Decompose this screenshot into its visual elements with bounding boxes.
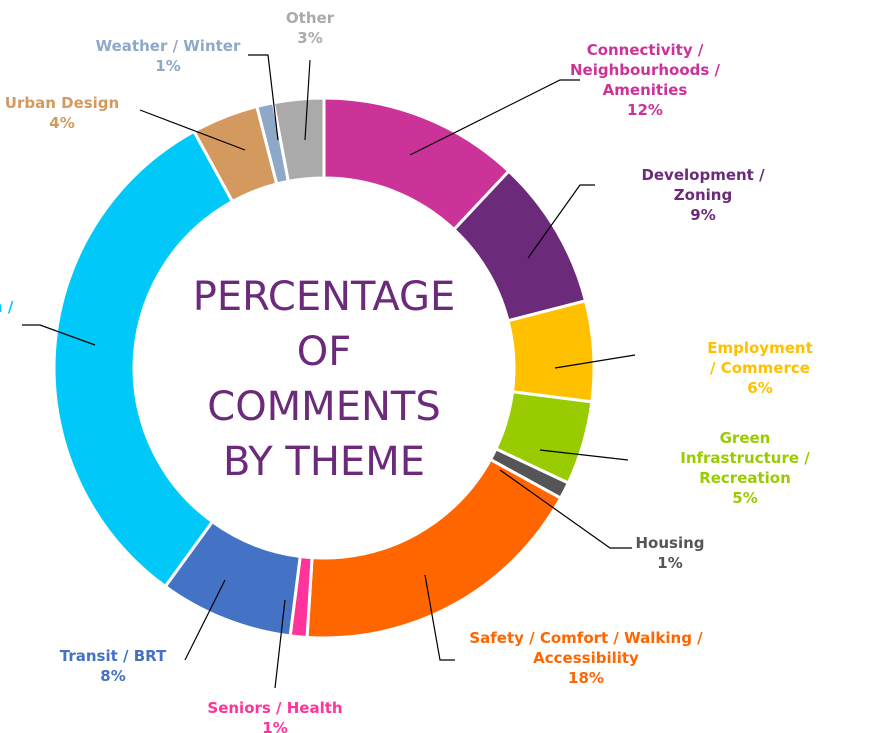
center-title: PERCENTAGE OF COMMENTS BY THEME <box>192 274 456 485</box>
category-label: Housing <box>635 534 705 552</box>
value-label: 4% <box>49 114 75 132</box>
leader-line <box>499 469 632 549</box>
leader-line <box>248 54 279 141</box>
value-label: 12% <box>627 101 663 119</box>
leader-line <box>424 574 455 661</box>
value-label: 5% <box>732 489 758 507</box>
leader-line <box>304 59 311 141</box>
value-label: 1% <box>155 57 181 75</box>
donut-segment <box>52 129 235 589</box>
value-label: 8% <box>100 667 126 685</box>
category-label: Urban Design <box>4 94 120 112</box>
donut-segment <box>506 299 596 404</box>
category-label: Seniors / Health <box>207 699 343 717</box>
donut-segment <box>271 96 326 184</box>
value-label: 1% <box>657 554 683 572</box>
category-label: Safety / Comfort / Walking / Accessibili… <box>469 629 703 667</box>
value-label: 9% <box>690 206 716 224</box>
value-label: 6% <box>747 379 773 397</box>
leader-line <box>409 79 580 156</box>
leader-line <box>22 324 96 346</box>
leader-line <box>527 184 595 259</box>
value-label: 18% <box>568 669 604 687</box>
category-label: Employment / Commerce <box>707 339 813 377</box>
leader-line <box>554 354 636 369</box>
category-label: Green Infrastructure / Recreation <box>680 429 810 487</box>
category-label: Transit / BRT <box>59 647 167 665</box>
category-label: Weather / Winter <box>95 37 241 55</box>
category-label: n / <box>0 298 14 316</box>
leader-line <box>139 109 246 151</box>
leader-line <box>274 599 286 689</box>
category-label: Development / Zoning <box>641 166 765 204</box>
value-label: 1% <box>262 719 288 733</box>
category-label: Connectivity / Neighbourhoods / Amenitie… <box>569 41 721 99</box>
value-label: 3% <box>297 29 323 47</box>
category-label: Other <box>285 9 335 27</box>
leader-line <box>539 449 629 461</box>
leader-line <box>184 579 226 661</box>
